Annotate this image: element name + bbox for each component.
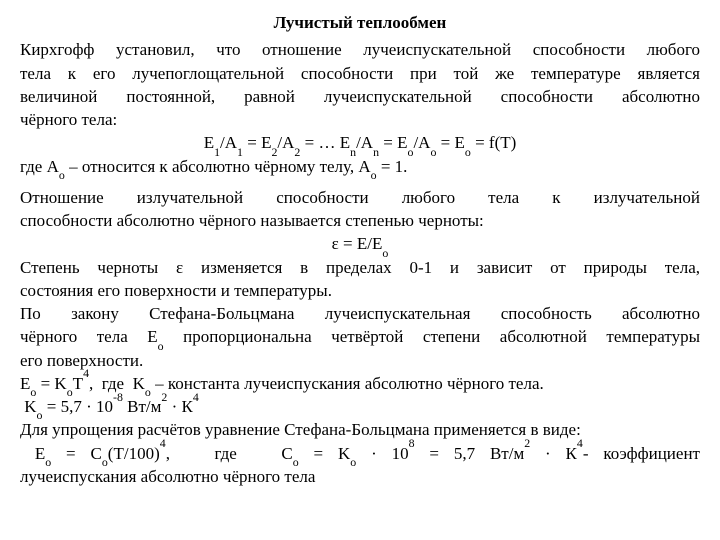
para-2: где Ao – относится к абсолютно чёрному т… — [20, 156, 700, 177]
equation-kirchhoff: E1/A1 = E2/A2 = … En/An = Eo/Ao = Eo = f… — [20, 132, 700, 153]
spacer — [20, 179, 700, 187]
para-1-line-4: чёрного тела: — [20, 109, 700, 130]
para-3-line-2: способности абсолютно чёрного называется… — [20, 210, 700, 231]
para-4-line-2: состояния его поверхности и температуры. — [20, 280, 700, 301]
para-1-line-3: величиной постоянной, равной лучеиспуска… — [20, 86, 700, 107]
para-8: Для упрощения расчётов уравнение Стефана… — [20, 419, 700, 440]
page-title: Лучистый теплообмен — [20, 12, 700, 33]
equation-emissivity: ε = E/Eo — [20, 233, 700, 254]
constant-ko: Ko = 5,7 · 10-8 Вт/м2 · К4 — [20, 396, 700, 417]
para-9-line-2: лучеиспускания абсолютно чёрного тела — [20, 466, 700, 487]
para-5-line-1: По закону Стефана-Больцмана лучеиспускат… — [20, 303, 700, 324]
para-9-line-1: Eo = Co(T/100)4, где Co = Ko · 108 = 5,7… — [20, 443, 700, 464]
page: Лучистый теплообмен Кирхгофф установил, … — [0, 0, 720, 501]
para-1-line-1: Кирхгофф установил, что отношение лучеис… — [20, 39, 700, 60]
para-5-line-3: его поверхности. — [20, 350, 700, 371]
para-3-line-1: Отношение излучательной способности любо… — [20, 187, 700, 208]
para-5-line-2: чёрного тела Eo пропорциональна четвёрто… — [20, 326, 700, 347]
para-4-line-1: Степень черноты ε изменяется в пределах … — [20, 257, 700, 278]
para-1-line-2: тела к его лучепоглощательной способност… — [20, 63, 700, 84]
